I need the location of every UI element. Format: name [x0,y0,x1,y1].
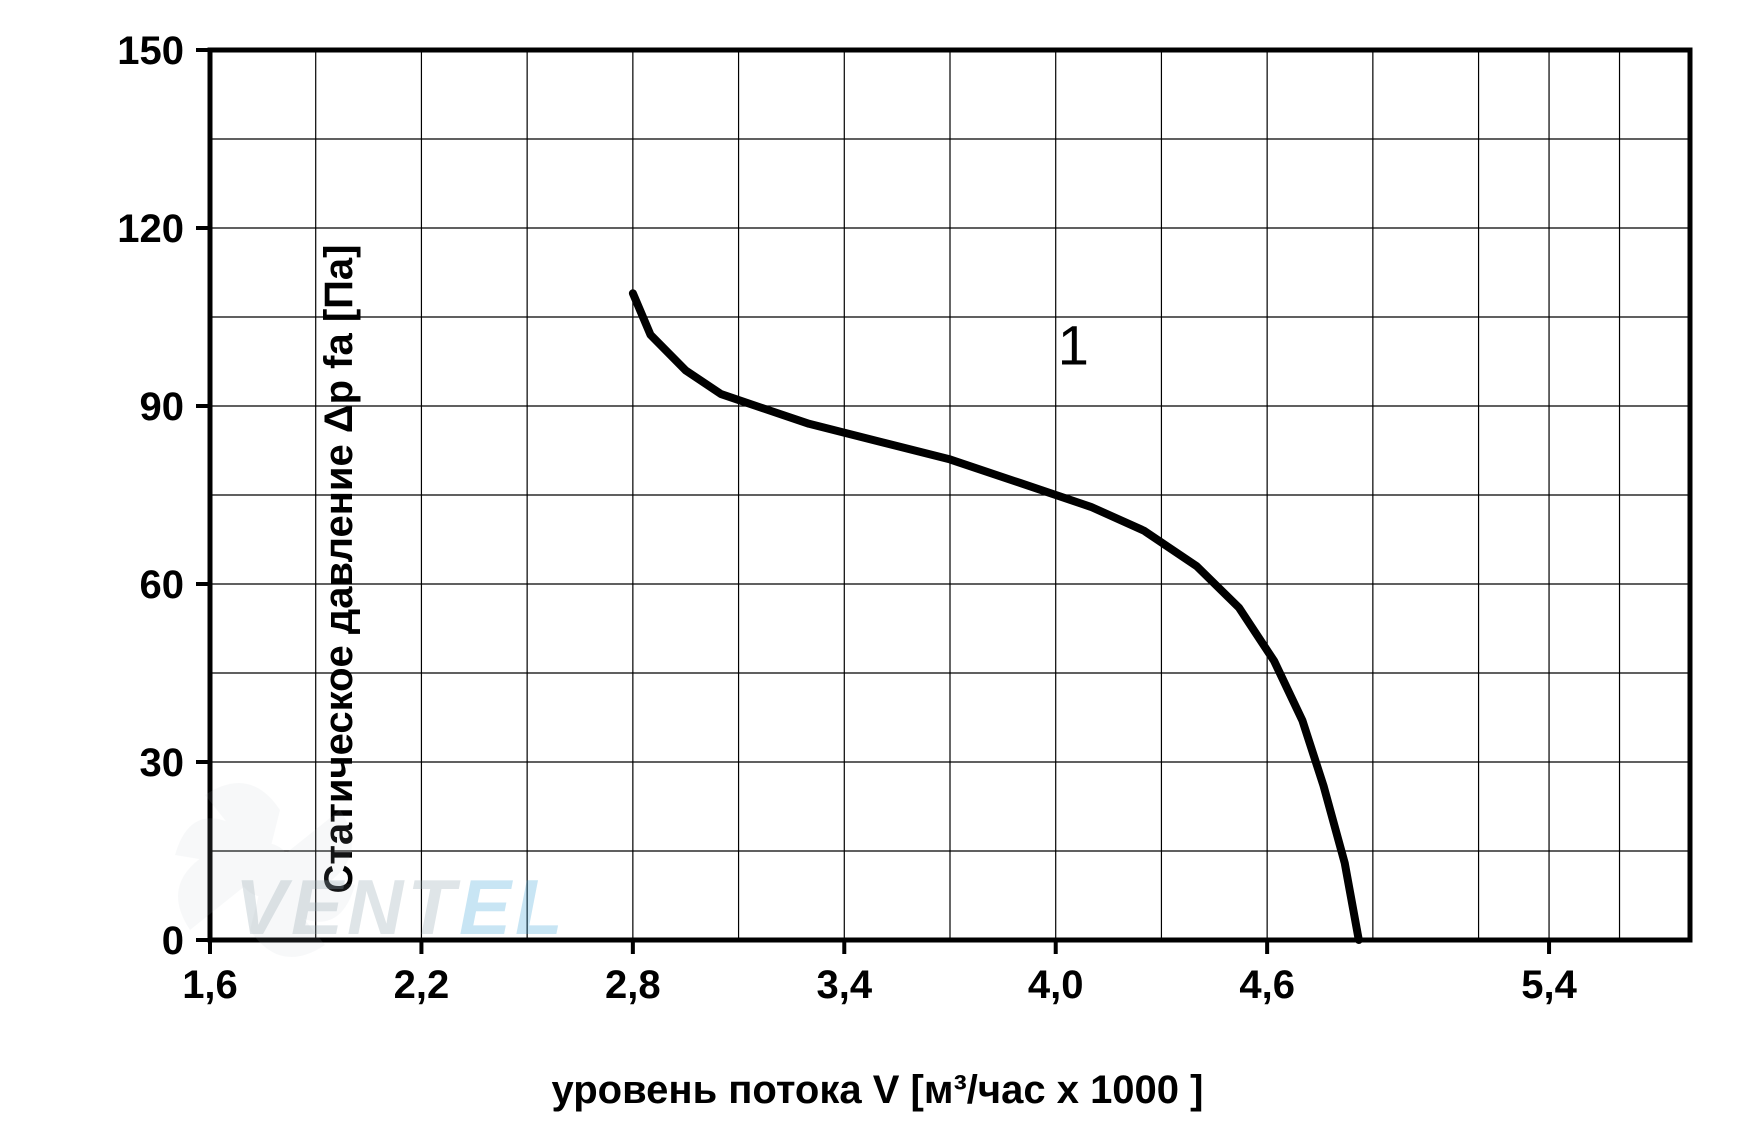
svg-text:4,6: 4,6 [1239,963,1295,1007]
svg-text:90: 90 [140,385,185,429]
svg-text:3,4: 3,4 [816,963,872,1007]
svg-text:4,0: 4,0 [1028,963,1084,1007]
svg-text:120: 120 [117,207,184,251]
chart-container: Статическое давление Δp fa [Па] уровень … [0,0,1755,1138]
x-axis-label: уровень потока V [м³/час x 1000 ] [552,1068,1204,1113]
watermark-part-2: EL [459,863,567,951]
svg-text:1: 1 [1058,313,1089,376]
svg-text:5,4: 5,4 [1521,963,1577,1007]
watermark-text: VENTEL [235,862,567,953]
watermark-part-1: VENT [235,863,459,951]
svg-text:60: 60 [140,563,185,607]
svg-text:2,8: 2,8 [605,963,661,1007]
svg-text:150: 150 [117,29,184,73]
